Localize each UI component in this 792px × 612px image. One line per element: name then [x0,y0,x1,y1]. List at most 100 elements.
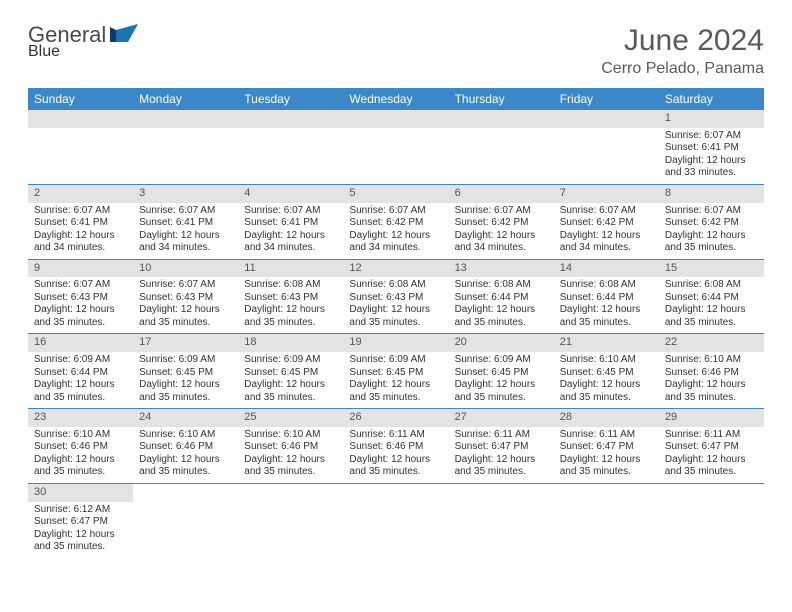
day-line: Sunrise: 6:11 AM [560,429,653,442]
day-line: Sunrise: 6:07 AM [560,205,653,218]
day-line: Sunrise: 6:08 AM [244,279,337,292]
day-line: Sunrise: 6:07 AM [34,205,127,218]
day-content: Sunrise: 6:08 AMSunset: 6:43 PMDaylight:… [238,277,343,333]
day-line: Sunrise: 6:11 AM [349,429,442,442]
calendar-cell [133,110,238,184]
day-line: Daylight: 12 hours [244,454,337,467]
calendar-cell: 15Sunrise: 6:08 AMSunset: 6:44 PMDayligh… [659,259,764,334]
day-content: Sunrise: 6:11 AMSunset: 6:47 PMDaylight:… [449,427,554,483]
day-number: 9 [28,260,133,278]
day-line: Daylight: 12 hours [34,454,127,467]
day-number: 28 [554,409,659,427]
day-line: Sunset: 6:43 PM [244,292,337,305]
day-line: Daylight: 12 hours [244,304,337,317]
day-line: and 34 minutes. [244,242,337,255]
day-line: and 35 minutes. [560,392,653,405]
day-number: 19 [343,334,448,352]
day-line: Sunset: 6:42 PM [665,217,758,230]
day-line: Daylight: 12 hours [139,304,232,317]
calendar-cell [28,110,133,184]
day-number: 24 [133,409,238,427]
day-content: Sunrise: 6:09 AMSunset: 6:45 PMDaylight:… [238,352,343,408]
day-line: Sunset: 6:44 PM [455,292,548,305]
calendar-cell: 11Sunrise: 6:08 AMSunset: 6:43 PMDayligh… [238,259,343,334]
day-line: Daylight: 12 hours [349,454,442,467]
day-header: Tuesday [238,88,343,110]
day-line: Sunset: 6:42 PM [560,217,653,230]
day-line: Sunrise: 6:10 AM [665,354,758,367]
day-content: Sunrise: 6:09 AMSunset: 6:45 PMDaylight:… [449,352,554,408]
calendar-cell: 14Sunrise: 6:08 AMSunset: 6:44 PMDayligh… [554,259,659,334]
calendar-cell: 27Sunrise: 6:11 AMSunset: 6:47 PMDayligh… [449,409,554,484]
day-line: Daylight: 12 hours [34,529,127,542]
day-line: and 35 minutes. [244,392,337,405]
day-header: Wednesday [343,88,448,110]
day-number: 2 [28,185,133,203]
day-line: Daylight: 12 hours [349,230,442,243]
calendar-cell: 18Sunrise: 6:09 AMSunset: 6:45 PMDayligh… [238,334,343,409]
day-content: Sunrise: 6:08 AMSunset: 6:44 PMDaylight:… [554,277,659,333]
page-subtitle: Cerro Pelado, Panama [601,60,764,78]
calendar-cell: 26Sunrise: 6:11 AMSunset: 6:46 PMDayligh… [343,409,448,484]
day-line: and 35 minutes. [455,392,548,405]
day-line: Sunset: 6:44 PM [665,292,758,305]
calendar-cell: 6Sunrise: 6:07 AMSunset: 6:42 PMDaylight… [449,184,554,259]
day-line: Daylight: 12 hours [34,230,127,243]
day-line: Daylight: 12 hours [349,304,442,317]
day-content: Sunrise: 6:10 AMSunset: 6:46 PMDaylight:… [659,352,764,408]
day-line: and 35 minutes. [349,317,442,330]
calendar-cell: 16Sunrise: 6:09 AMSunset: 6:44 PMDayligh… [28,334,133,409]
day-line: Sunset: 6:42 PM [349,217,442,230]
day-line: and 35 minutes. [349,466,442,479]
day-line: and 35 minutes. [244,466,337,479]
day-line: and 35 minutes. [560,466,653,479]
day-line: and 35 minutes. [34,317,127,330]
logo: General Blue [28,24,138,58]
day-line: Sunset: 6:46 PM [349,441,442,454]
calendar-cell: 7Sunrise: 6:07 AMSunset: 6:42 PMDaylight… [554,184,659,259]
day-line: Daylight: 12 hours [34,304,127,317]
day-content: Sunrise: 6:08 AMSunset: 6:43 PMDaylight:… [343,277,448,333]
calendar-cell: 1Sunrise: 6:07 AMSunset: 6:41 PMDaylight… [659,110,764,184]
day-number: 15 [659,260,764,278]
day-header: Monday [133,88,238,110]
day-number: 5 [343,185,448,203]
calendar-cell: 30Sunrise: 6:12 AMSunset: 6:47 PMDayligh… [28,483,133,557]
day-line: and 35 minutes. [34,466,127,479]
day-line: and 35 minutes. [244,317,337,330]
day-line: and 35 minutes. [139,466,232,479]
calendar-cell [343,110,448,184]
day-number: 21 [554,334,659,352]
day-number: 6 [449,185,554,203]
day-line: Sunset: 6:45 PM [244,367,337,380]
day-line: Sunset: 6:47 PM [560,441,653,454]
day-number: 16 [28,334,133,352]
day-line: Sunrise: 6:09 AM [455,354,548,367]
calendar-cell: 29Sunrise: 6:11 AMSunset: 6:47 PMDayligh… [659,409,764,484]
day-line: Daylight: 12 hours [455,304,548,317]
day-line: Sunset: 6:47 PM [34,516,127,529]
day-content: Sunrise: 6:07 AMSunset: 6:41 PMDaylight:… [659,128,764,184]
day-content: Sunrise: 6:11 AMSunset: 6:46 PMDaylight:… [343,427,448,483]
day-line: Sunset: 6:44 PM [34,367,127,380]
calendar-cell [343,483,448,557]
day-content: Sunrise: 6:09 AMSunset: 6:44 PMDaylight:… [28,352,133,408]
day-line: and 34 minutes. [349,242,442,255]
day-line: Sunrise: 6:07 AM [455,205,548,218]
day-line: and 35 minutes. [665,317,758,330]
day-content: Sunrise: 6:07 AMSunset: 6:42 PMDaylight:… [659,203,764,259]
calendar-cell: 13Sunrise: 6:08 AMSunset: 6:44 PMDayligh… [449,259,554,334]
day-content: Sunrise: 6:07 AMSunset: 6:42 PMDaylight:… [449,203,554,259]
day-content: Sunrise: 6:10 AMSunset: 6:46 PMDaylight:… [28,427,133,483]
calendar-cell: 10Sunrise: 6:07 AMSunset: 6:43 PMDayligh… [133,259,238,334]
day-content: Sunrise: 6:09 AMSunset: 6:45 PMDaylight:… [343,352,448,408]
day-line: and 35 minutes. [139,392,232,405]
day-line: and 35 minutes. [139,317,232,330]
day-line: Daylight: 12 hours [139,454,232,467]
day-line: Sunset: 6:43 PM [139,292,232,305]
calendar-cell: 3Sunrise: 6:07 AMSunset: 6:41 PMDaylight… [133,184,238,259]
day-line: Sunrise: 6:12 AM [34,504,127,517]
day-number: 1 [659,110,764,128]
day-header: Saturday [659,88,764,110]
calendar-table: SundayMondayTuesdayWednesdayThursdayFrid… [28,88,764,558]
